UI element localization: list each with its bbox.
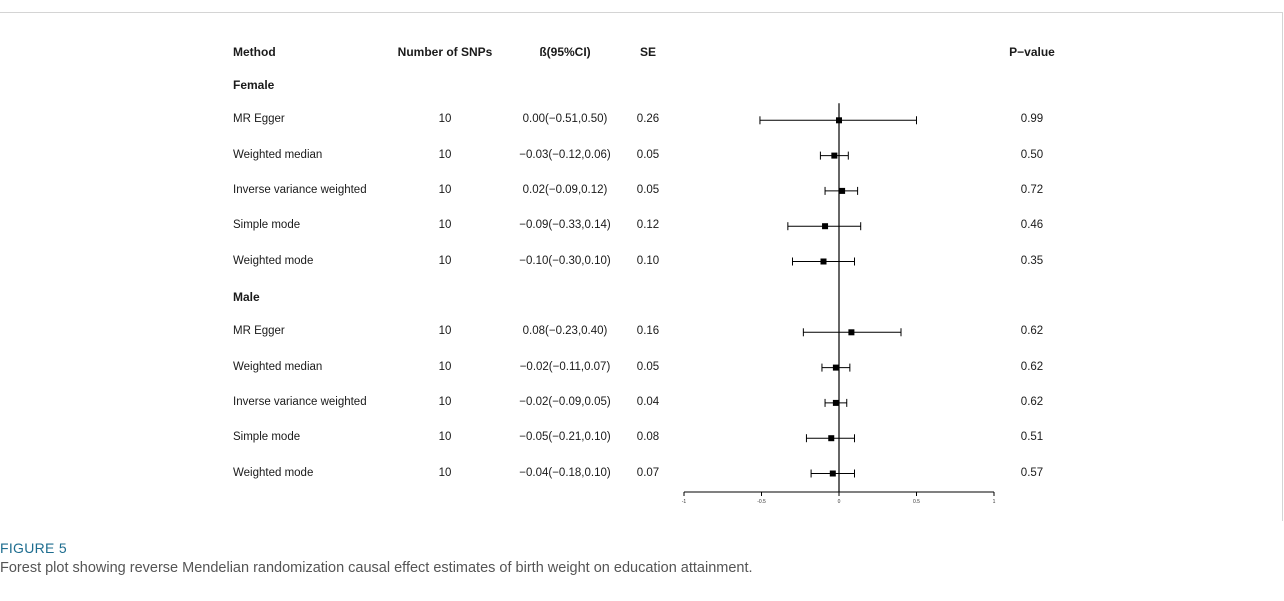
row-pvalue: 0.99 (1020, 113, 1044, 126)
point-estimate (832, 399, 839, 406)
row-se: 0.26 (636, 113, 660, 126)
row-nsnp: 10 (438, 325, 452, 338)
row-nsnp: 10 (438, 254, 452, 267)
row-se: 0.05 (636, 183, 660, 196)
row-nsnp: 10 (438, 360, 452, 373)
row-method: MR Egger (233, 325, 285, 338)
row-pvalue: 0.62 (1020, 360, 1044, 373)
group-label-male: Male (233, 290, 260, 304)
row-pvalue: 0.51 (1020, 431, 1044, 444)
row-nsnp: 10 (438, 431, 452, 444)
row-pvalue: 0.72 (1020, 183, 1044, 196)
row-nsnp: 10 (438, 113, 452, 126)
header-beta: ß(95%CI) (539, 45, 591, 59)
header-se: SE (639, 45, 657, 59)
row-beta-ci: −0.05(−0.21,0.10) (519, 431, 611, 444)
row-beta-ci: −0.02(−0.09,0.05) (519, 395, 611, 408)
row-pvalue: 0.50 (1020, 148, 1044, 161)
row-pvalue: 0.35 (1020, 254, 1044, 267)
header-method: Method (233, 45, 276, 59)
row-se: 0.07 (636, 466, 660, 479)
header-pvalue: P−value (1009, 45, 1055, 59)
x-tick-label: 0 (838, 499, 841, 505)
row-nsnp: 10 (438, 183, 452, 196)
point-estimate (820, 258, 827, 265)
row-pvalue: 0.57 (1020, 466, 1044, 479)
row-beta-ci: −0.04(−0.18,0.10) (519, 466, 611, 479)
figure-caption: Forest plot showing reverse Mendelian ra… (0, 560, 753, 576)
row-beta-ci: −0.03(−0.12,0.06) (519, 148, 611, 161)
row-beta-ci: 0.08(−0.23,0.40) (522, 325, 608, 338)
x-tick-label: -0.5 (757, 499, 766, 505)
row-se: 0.12 (636, 219, 660, 232)
row-pvalue: 0.46 (1020, 219, 1044, 232)
row-nsnp: 10 (438, 219, 452, 232)
row-method: Simple mode (233, 219, 301, 232)
point-estimate (832, 364, 839, 371)
row-method: Simple mode (233, 431, 301, 444)
row-method: Inverse variance weighted (233, 395, 367, 408)
figure-label: FIGURE 5 (0, 540, 67, 556)
figure-frame (0, 12, 1283, 521)
row-se: 0.10 (636, 254, 660, 267)
row-method: Weighted mode (233, 466, 314, 479)
row-se: 0.16 (636, 325, 660, 338)
point-estimate (829, 470, 836, 477)
point-estimate (839, 187, 846, 194)
row-se: 0.05 (636, 148, 660, 161)
row-method: Weighted mode (233, 254, 314, 267)
x-tick-label: 0.5 (913, 499, 920, 505)
group-label-female: Female (233, 78, 275, 92)
row-nsnp: 10 (438, 466, 452, 479)
row-pvalue: 0.62 (1020, 395, 1044, 408)
row-beta-ci: −0.02(−0.11,0.07) (519, 360, 611, 373)
row-nsnp: 10 (438, 395, 452, 408)
header-nsnp: Number of SNPs (397, 45, 493, 59)
row-pvalue: 0.62 (1020, 325, 1044, 338)
point-estimate (848, 329, 855, 336)
point-estimate (822, 223, 829, 230)
row-beta-ci: 0.00(−0.51,0.50) (522, 113, 608, 126)
row-method: Weighted median (233, 148, 323, 161)
row-method: MR Egger (233, 113, 285, 126)
point-estimate (828, 435, 835, 442)
row-method: Inverse variance weighted (233, 183, 367, 196)
row-beta-ci: −0.09(−0.33,0.14) (519, 219, 611, 232)
point-estimate (831, 152, 838, 159)
x-tick-label: 1 (993, 499, 996, 505)
row-se: 0.05 (636, 360, 660, 373)
row-se: 0.08 (636, 431, 660, 444)
row-nsnp: 10 (438, 148, 452, 161)
row-beta-ci: 0.02(−0.09,0.12) (522, 183, 608, 196)
row-method: Weighted median (233, 360, 323, 373)
row-se: 0.04 (636, 395, 660, 408)
x-tick-label: -1 (682, 499, 687, 505)
row-beta-ci: −0.10(−0.30,0.10) (519, 254, 611, 267)
